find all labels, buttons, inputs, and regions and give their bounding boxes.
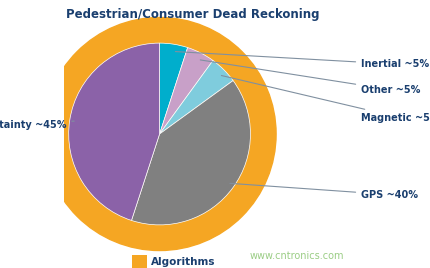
Circle shape: [43, 17, 276, 251]
Wedge shape: [131, 81, 250, 225]
Text: GPS ~40%: GPS ~40%: [230, 183, 417, 200]
Wedge shape: [159, 47, 212, 134]
Wedge shape: [68, 43, 159, 221]
Text: Pedestrian/Consumer Dead Reckoning: Pedestrian/Consumer Dead Reckoning: [66, 8, 319, 21]
FancyBboxPatch shape: [131, 255, 146, 268]
Text: Other ~5%: Other ~5%: [200, 60, 420, 95]
Text: www.cntronics.com: www.cntronics.com: [249, 251, 344, 261]
Text: Uncertainty ~45%: Uncertainty ~45%: [0, 120, 74, 130]
Wedge shape: [159, 43, 187, 134]
Text: Magnetic ~5%: Magnetic ~5%: [221, 76, 430, 123]
Wedge shape: [159, 61, 233, 134]
Text: Inertial ~5%: Inertial ~5%: [175, 51, 428, 69]
Text: Algorithms: Algorithms: [151, 257, 215, 267]
